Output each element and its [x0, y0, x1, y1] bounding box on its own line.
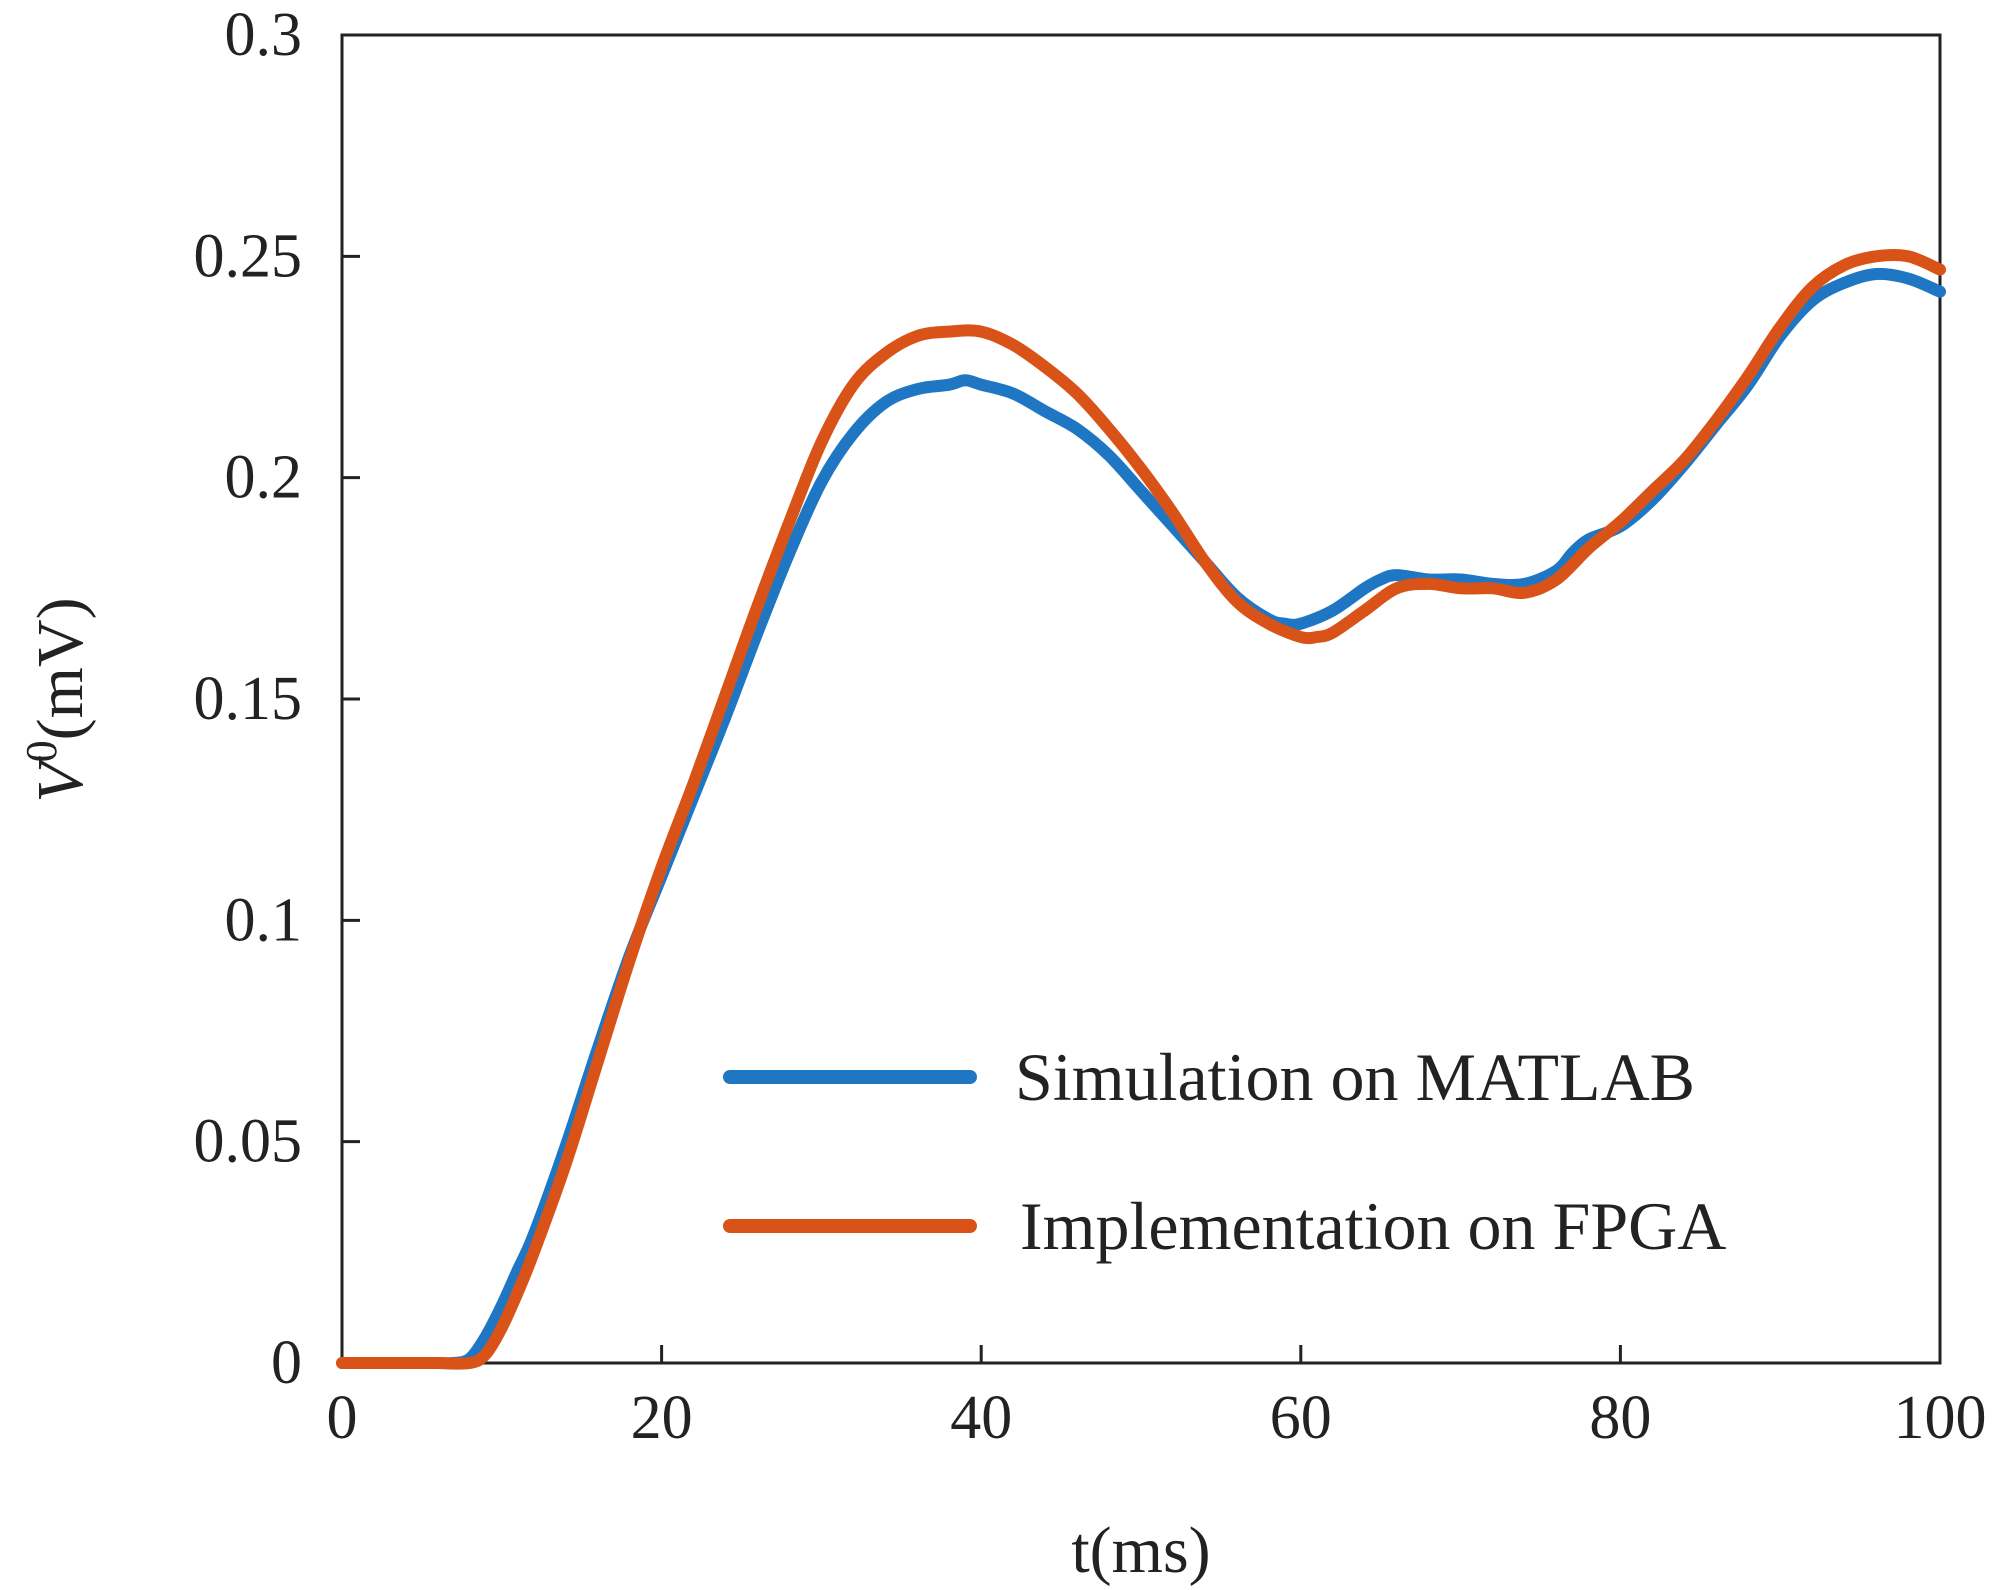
x-axis-ticks: 0 20 40 60 80 100	[327, 1345, 1987, 1452]
y-axis-title-superscript: 0	[17, 740, 66, 762]
series-layer	[336, 248, 1946, 1370]
y-tick-label: 0.05	[194, 1108, 303, 1176]
y-tick-label: 0.3	[225, 1, 303, 69]
y-tick-label: 0.15	[194, 665, 303, 733]
series-line-fpga	[336, 248, 1946, 1370]
legend: Simulation on MATLAB Implementation on F…	[723, 1039, 1726, 1264]
x-tick-label: 80	[1589, 1384, 1651, 1452]
legend-label-fpga: Implementation on FPGA	[1020, 1188, 1726, 1264]
x-axis-title: t(ms)	[1071, 1514, 1210, 1587]
legend-label-matlab: Simulation on MATLAB	[1015, 1039, 1695, 1115]
y-tick-label: 0.2	[225, 444, 303, 512]
x-tick-label: 60	[1270, 1384, 1332, 1452]
x-tick-label: 0	[327, 1384, 358, 1452]
y-tick-label: 0.1	[225, 886, 303, 954]
y-tick-label: 0.25	[194, 222, 303, 290]
x-tick-label: 40	[950, 1384, 1012, 1452]
x-tick-label: 100	[1894, 1384, 1987, 1452]
y-axis-ticks: 0 0.05 0.1 0.15 0.2 0.25 0.3	[194, 1, 360, 1397]
y-axis-title: V0(mV)	[17, 597, 97, 802]
x-tick-label: 20	[631, 1384, 693, 1452]
y-axis-title-main: V	[24, 756, 97, 803]
y-tick-label: 0	[271, 1329, 302, 1397]
y-axis-title-unit: (mV)	[24, 597, 97, 740]
plot-frame	[340, 33, 1942, 1365]
